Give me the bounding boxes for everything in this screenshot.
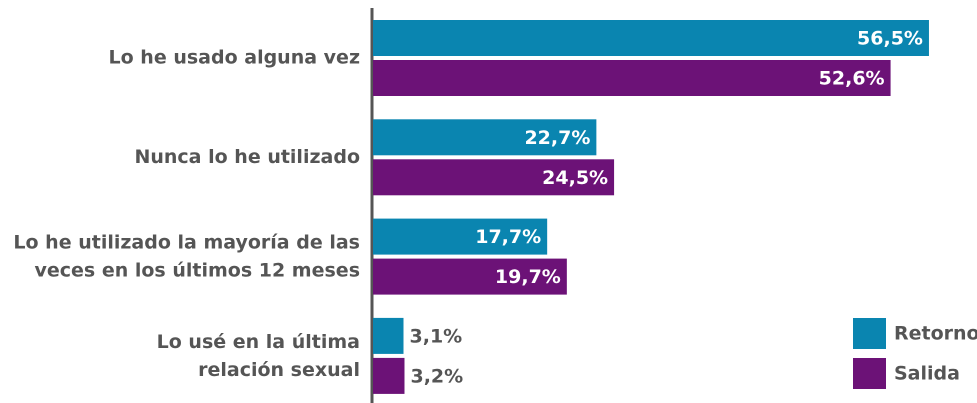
bar [373,317,404,354]
value-label: 56,5% [857,28,923,50]
legend-label: Salida [894,363,960,385]
category-label: Lo usé en la última relación sexual [157,330,360,380]
category-label: Lo he usado alguna vez [109,47,360,69]
value-label: 3,1% [410,325,463,347]
value-label: 19,7% [495,266,561,288]
bar [373,20,929,56]
value-label: 3,2% [410,365,463,387]
value-label: 22,7% [524,127,590,149]
value-label: 52,6% [819,68,885,90]
value-label: 17,7% [475,226,541,248]
value-label: 24,5% [542,167,608,189]
category-label: Nunca lo he utilizado [134,146,360,168]
bar [373,159,615,196]
bar [373,218,548,255]
category-label: Lo he utilizado la mayoría de las veces e… [13,231,360,281]
legend-swatch [853,358,886,389]
bar [373,258,567,295]
legend-label: Retorno [894,323,977,345]
bar [373,357,405,394]
bar [373,119,597,156]
bar [373,60,891,96]
legend-swatch [853,318,886,349]
